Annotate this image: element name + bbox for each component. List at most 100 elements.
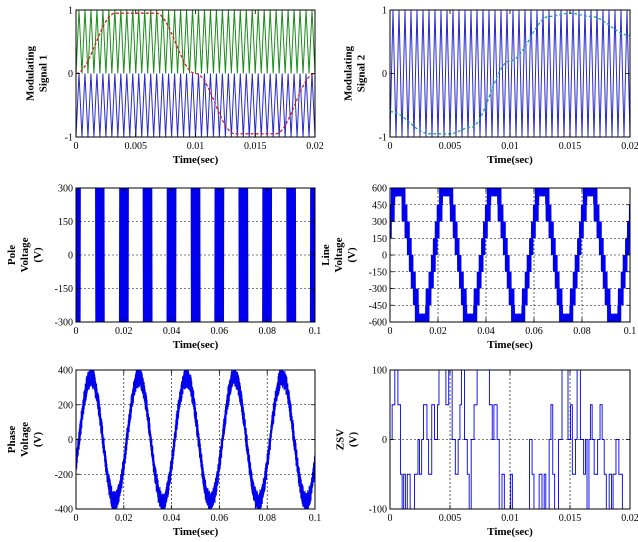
series-modulating xyxy=(390,12,630,135)
y-tick-label: 450 xyxy=(372,200,387,211)
y-axis-label-line: Voltage xyxy=(19,422,31,457)
x-tick-label: 0.01 xyxy=(501,513,519,524)
x-tick-label: 0.02 xyxy=(621,513,638,524)
y-axis-label: PoleVoltage(V) xyxy=(6,237,44,272)
y-tick-label: -1 xyxy=(65,133,73,144)
y-axis-label-line: ZSV xyxy=(335,429,347,450)
x-tick-label: 0.02 xyxy=(115,326,133,337)
y-tick-label: 100 xyxy=(372,366,387,377)
x-axis-label: Time(sec) xyxy=(173,154,219,166)
y-axis-label-line: Voltage xyxy=(333,237,345,272)
series-carrier_full xyxy=(390,10,630,137)
x-tick-label: 0.015 xyxy=(559,141,582,152)
chart-p3: 0 0.02 0.04 0.06 0.08 0.1 -300 -150 0 150 300 Time(… xyxy=(6,184,321,352)
y-tick-label: -150 xyxy=(369,267,387,278)
y-axis-label-line: Signal 1 xyxy=(38,55,50,93)
x-tick-label: 0.06 xyxy=(211,326,229,337)
chart-p2: 0 0.005 0.01 0.015 0.02-101Time(sec)Modulati… xyxy=(343,6,638,167)
y-axis-label: LineVoltage(V) xyxy=(320,237,358,272)
x-tick-label: 0.1 xyxy=(309,326,322,337)
y-tick-label: -600 xyxy=(369,318,387,329)
y-tick-label: 300 xyxy=(372,217,387,228)
y-axis-label-line: (V) xyxy=(346,247,358,263)
x-tick-label: 0.08 xyxy=(258,513,276,524)
x-tick-label: 0 xyxy=(74,141,79,152)
y-tick-label: -1 xyxy=(379,133,387,144)
x-tick-label: 0.04 xyxy=(163,326,181,337)
y-tick-label: 0 xyxy=(382,435,387,446)
y-tick-label: 0 xyxy=(68,251,73,262)
series-group xyxy=(390,10,630,137)
series-phase xyxy=(76,370,315,509)
chart-p1: 0 0.005 0.01 0.015 0.02-101Time(sec)Modulati… xyxy=(25,6,324,167)
x-tick-label: 0.015 xyxy=(559,513,582,524)
series-group xyxy=(76,10,315,137)
y-tick-label: 400 xyxy=(58,366,73,377)
x-tick-label: 0.02 xyxy=(306,141,324,152)
x-tick-label: 0 xyxy=(388,326,393,337)
series-line xyxy=(390,188,630,322)
series-carrier_lower xyxy=(76,73,315,137)
y-axis-label-line: (V) xyxy=(32,432,44,448)
y-tick-label: 150 xyxy=(58,217,73,228)
y-axis-label-line: Phase xyxy=(6,426,18,454)
x-tick-label: 0.005 xyxy=(439,141,462,152)
chart-p5: 0 0.02 0.04 0.06 0.08 0.1 -400 -200 0 200 400 Time(… xyxy=(6,366,321,539)
y-tick-label: -100 xyxy=(369,505,387,516)
chart-p6: 0 0.005 0.01 0.015 0.02-1000100Time(sec)ZSV(… xyxy=(335,366,638,539)
series-zsv xyxy=(390,370,630,509)
y-tick-label: 600 xyxy=(372,184,387,195)
y-tick-label: 1 xyxy=(382,6,387,17)
x-axis-label: Time(sec) xyxy=(487,339,533,351)
x-tick-label: 0.1 xyxy=(624,326,637,337)
y-axis-label-line: (V) xyxy=(348,432,360,448)
y-tick-label: -200 xyxy=(55,470,73,481)
y-tick-label: 0 xyxy=(382,251,387,262)
y-tick-label: 0 xyxy=(68,69,73,80)
y-axis-label-line: Modulating xyxy=(343,45,355,101)
y-tick-label: 300 xyxy=(58,184,73,195)
y-tick-label: -400 xyxy=(55,505,73,516)
x-tick-label: 0 xyxy=(388,141,393,152)
y-axis-label: ModulatingSignal 2 xyxy=(343,45,368,101)
y-tick-label: -450 xyxy=(369,301,387,312)
y-tick-label: -300 xyxy=(55,318,73,329)
chart-p4: 0 0.02 0.04 0.06 0.08 0.1 -600 -450 -300 -150 0 150… xyxy=(320,184,636,352)
y-axis-label: ZSV(V) xyxy=(335,429,360,450)
x-tick-label: 0 xyxy=(74,326,79,337)
y-axis-label-line: Modulating xyxy=(25,45,37,101)
x-tick-label: 0.015 xyxy=(244,141,267,152)
x-tick-label: 0.01 xyxy=(501,141,519,152)
x-tick-label: 0.06 xyxy=(211,513,229,524)
series-group xyxy=(76,370,315,509)
x-tick-label: 0 xyxy=(388,513,393,524)
y-axis-label-line: Signal 2 xyxy=(356,54,368,92)
x-tick-label: 0.04 xyxy=(163,513,181,524)
y-axis-label-line: Pole xyxy=(6,245,18,265)
x-tick-label: 0.08 xyxy=(258,326,276,337)
y-axis-label-line: Voltage xyxy=(19,237,31,272)
series-group xyxy=(390,188,630,322)
x-tick-label: 0 xyxy=(74,513,79,524)
x-tick-label: 0.02 xyxy=(115,513,133,524)
x-tick-label: 0.04 xyxy=(477,326,495,337)
x-axis-label: Time(sec) xyxy=(173,339,219,351)
x-tick-label: 0.005 xyxy=(439,513,462,524)
x-axis-label: Time(sec) xyxy=(487,526,533,538)
series-carrier_upper xyxy=(76,10,315,74)
x-tick-label: 0.02 xyxy=(429,326,447,337)
y-tick-label: 0 xyxy=(68,435,73,446)
y-tick-label: 150 xyxy=(372,234,387,245)
x-axis-label: Time(sec) xyxy=(487,154,533,166)
y-tick-label: 0 xyxy=(382,69,387,80)
y-tick-label: 1 xyxy=(68,6,73,17)
y-tick-label: 200 xyxy=(58,400,73,411)
x-axis-label: Time(sec) xyxy=(173,526,219,538)
y-axis-label-line: Line xyxy=(320,244,332,266)
y-tick-label: -150 xyxy=(55,284,73,295)
series-group xyxy=(390,370,630,509)
x-tick-label: 0.08 xyxy=(573,326,591,337)
y-tick-label: -300 xyxy=(369,284,387,295)
x-tick-label: 0.02 xyxy=(621,141,638,152)
